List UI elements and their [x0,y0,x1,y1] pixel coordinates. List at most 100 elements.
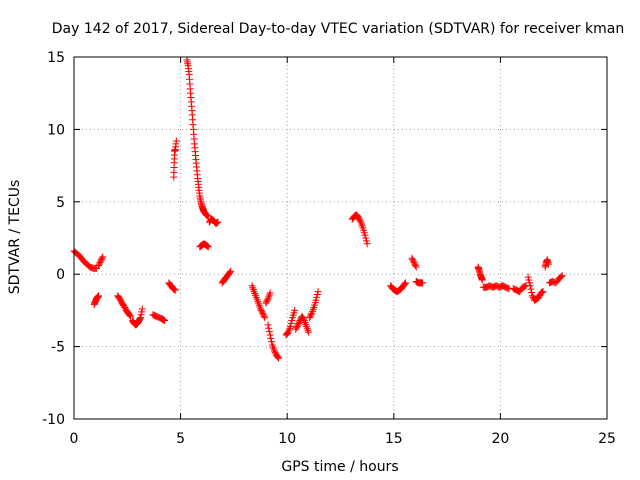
data-point-marker [99,253,107,261]
data-point-marker [356,217,364,225]
data-point-marker [294,321,302,329]
data-point-marker [544,260,552,268]
data-point-marker [409,257,417,265]
data-point-marker [204,212,212,220]
data-point-marker [259,309,267,317]
data-point-marker [362,237,370,245]
data-point-marker [274,353,282,361]
data-point-marker [292,324,300,332]
data-point-marker [97,256,105,264]
data-point-marker [298,312,306,320]
data-point-marker [226,268,234,276]
data-point-marker [300,315,308,323]
data-point-marker [117,296,125,304]
x-tick-label: 20 [491,431,509,447]
data-point-marker [306,314,314,322]
data-point-marker [98,254,106,262]
x-tick-label: 10 [278,431,296,447]
data-point-marker [120,302,128,310]
data-point-marker [363,240,371,248]
data-point-marker [558,272,566,280]
x-tick-label: 5 [176,431,185,447]
data-point-marker [265,324,273,332]
data-point-marker [527,285,535,293]
data-point-marker [284,329,292,337]
data-point-marker [286,322,294,330]
data-point-marker [266,289,274,297]
data-point-marker [95,262,103,270]
data-point-marker [257,305,265,313]
x-tick-label: 25 [598,431,616,447]
data-point-marker [526,282,534,290]
data-point-marker [362,234,370,242]
data-point-marker [257,306,265,314]
data-point-marker [528,292,536,300]
data-point-marker [126,312,134,320]
data-point-marker [419,279,427,287]
data-point-marker [355,215,363,223]
y-tick-label: -10 [42,412,65,428]
data-point-marker [121,304,129,312]
data-point-marker [528,289,536,297]
data-point-marker [410,259,418,267]
data-point-marker [557,273,565,281]
data-point-marker [116,295,124,303]
data-point-marker [263,296,271,304]
y-tick-label: 5 [56,195,65,211]
data-point-marker [411,260,419,268]
data-point-marker [271,348,279,356]
data-point-marker [361,231,369,239]
data-point-marker [137,311,145,319]
data-point-marker [402,279,410,287]
data-point-marker [172,137,180,145]
data-point-marker [306,312,314,320]
data-point-marker [97,257,105,265]
data-point-marker [478,276,486,284]
data-point-marker [293,322,301,330]
data-point-marker [313,290,321,298]
data-point-marker [262,299,270,307]
data-point-marker [307,311,315,319]
data-point-marker [265,328,273,336]
plot-frame [73,56,608,420]
data-point-marker [259,311,267,319]
data-point-marker [312,296,320,304]
data-point-marker [287,319,295,327]
x-tick-label: 0 [70,431,79,447]
data-point-marker [214,218,222,226]
data-point-marker [355,214,363,222]
data-point-marker [313,293,321,301]
data-point-marker [161,317,169,325]
data-point-marker [268,338,276,346]
axis-ticks: 0 5 10 15 20 25 -10 -5 0 5 10 15 [42,50,616,447]
data-point-marker [535,293,543,301]
y-tick-label: 0 [56,267,65,283]
y-tick-label: 15 [47,50,65,66]
data-point-marker [126,311,134,319]
data-point-marker [138,305,146,313]
chart-title: Day 142 of 2017, Sidereal Day-to-day VTE… [52,21,624,37]
x-tick-label: 15 [385,431,403,447]
data-point-marker [409,256,417,264]
data-point-marker [275,354,283,362]
data-point-marker [95,292,103,300]
data-point-marker [401,280,409,288]
data-point-marker [412,263,420,271]
data-point-marker [295,319,303,327]
data-point-marker [408,254,416,262]
data-point-marker [525,276,533,284]
data-point-marker [305,328,313,336]
data-point-marker [266,331,274,339]
data-point-marker [137,314,145,322]
data-point-marker [96,259,104,267]
data-point-marker [204,243,212,251]
data-point-marker [524,273,532,281]
data-point-marker [171,286,179,294]
data-point-marker [291,306,299,314]
data-point-marker [314,288,322,296]
data-point-marker [539,288,547,296]
data-point-marker [264,321,272,329]
data-point-marker [270,347,278,355]
x-axis-label: GPS time / hours [281,459,398,475]
